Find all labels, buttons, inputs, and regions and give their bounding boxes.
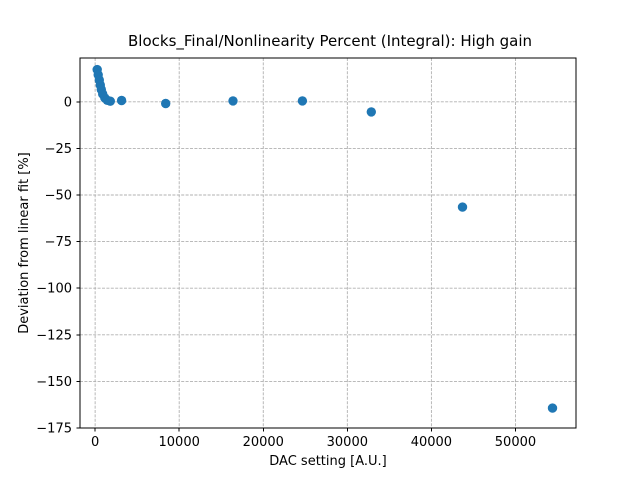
data-point (457, 202, 468, 212)
data-point (161, 98, 171, 109)
data-point (366, 107, 376, 117)
y-axis-label: Deviation from linear fit [%] (17, 152, 32, 334)
y-tick-label: −50 (45, 189, 72, 204)
axes-layer: 0 10000 20000 30000 40000 50000 0 −25 −50 −75 −100… (36, 57, 577, 450)
y-tick-label: −125 (36, 328, 72, 343)
data-points-layer (92, 64, 558, 413)
chart-title: Blocks_Final/Nonlinearity Percent (Integ… (128, 32, 532, 51)
data-point (228, 96, 238, 106)
x-tick-label: 10000 (159, 435, 200, 450)
x-axis-label: DAC setting [A.U.] (269, 454, 386, 469)
x-tick-label: 20000 (243, 435, 284, 450)
grid-layer (80, 58, 576, 429)
x-tick-label: 40000 (411, 435, 452, 450)
x-tick-label: 30000 (327, 435, 368, 450)
y-tick-label: −175 (36, 422, 72, 437)
data-point (297, 96, 308, 106)
y-tick-label: −75 (45, 235, 72, 250)
plot-border (79, 57, 577, 429)
data-point (547, 403, 558, 413)
x-tick-label: 0 (91, 435, 99, 450)
labels-layer: Blocks_Final/Nonlinearity Percent (Integ… (17, 32, 532, 469)
y-tick-label: −100 (36, 282, 72, 297)
y-tick-label: −25 (45, 142, 72, 157)
data-point (105, 96, 116, 106)
y-tick-label: −150 (36, 375, 72, 390)
y-tick-label: 0 (64, 95, 72, 110)
x-tick-label: 50000 (495, 435, 536, 450)
data-point (116, 95, 127, 106)
